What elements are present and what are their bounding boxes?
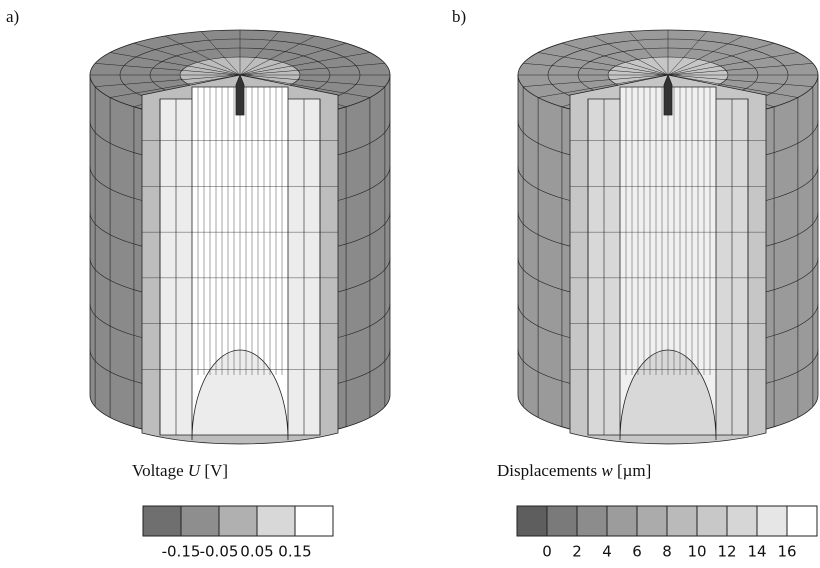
figure: a) b) Voltage U [V] Displacements w [µm]…: [0, 0, 820, 568]
tick-label: 6: [632, 543, 642, 561]
tick-label: 16: [777, 543, 796, 561]
tick-label: 0.15: [278, 543, 311, 561]
color-swatch: [219, 506, 257, 536]
color-swatch: [577, 506, 607, 536]
legend-unit: [V]: [204, 461, 228, 480]
legend-symbol: U: [188, 461, 202, 480]
legend-text: Displacements: [497, 461, 597, 480]
tick-label: 14: [747, 543, 766, 561]
color-swatch: [667, 506, 697, 536]
legend-symbol: w: [601, 461, 613, 480]
panel-label: b): [452, 7, 466, 26]
legend-title: Voltage U [V]: [132, 461, 228, 480]
tick-label: 0: [542, 543, 552, 561]
color-swatch: [727, 506, 757, 536]
tick-label: 2: [572, 543, 582, 561]
tick-label: 8: [662, 543, 672, 561]
slit: [236, 75, 244, 115]
slit: [664, 75, 672, 115]
tick-label: -0.05: [200, 543, 239, 561]
legend-text: Voltage: [132, 461, 184, 480]
color-swatch: [517, 506, 547, 536]
tick-label: 10: [687, 543, 706, 561]
mesh-cylinder: [518, 30, 818, 444]
tick-label: 12: [717, 543, 736, 561]
tick-label: 0.05: [240, 543, 273, 561]
color-swatch: [143, 506, 181, 536]
color-swatch: [547, 506, 577, 536]
color-swatch: [757, 506, 787, 536]
color-swatch: [637, 506, 667, 536]
mesh-cylinder: [90, 30, 390, 444]
tick-label: -0.15: [162, 543, 201, 561]
color-swatch: [607, 506, 637, 536]
panel-label: a): [6, 7, 19, 26]
tick-label: 4: [602, 543, 612, 561]
legend-title: Displacements w [µm]: [497, 461, 651, 480]
color-swatch: [787, 506, 817, 536]
legend-unit: [µm]: [617, 461, 651, 480]
color-swatch: [295, 506, 333, 536]
color-swatch: [181, 506, 219, 536]
color-swatch: [697, 506, 727, 536]
color-swatch: [257, 506, 295, 536]
